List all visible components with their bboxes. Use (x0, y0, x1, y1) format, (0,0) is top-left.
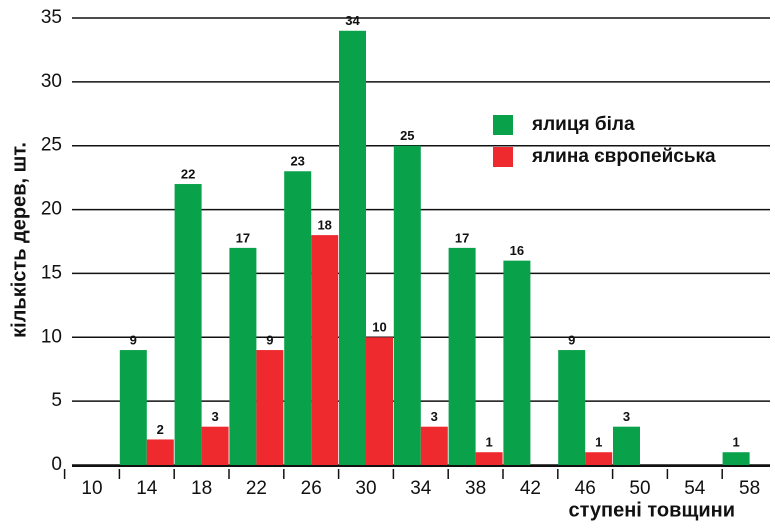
y-axis-label: кількість дерев, шт. (8, 142, 30, 338)
value-label: 1 (485, 435, 492, 450)
y-tick-label: 30 (41, 71, 62, 92)
x-tick-label: 26 (301, 478, 322, 499)
bar (311, 235, 339, 465)
x-tick-label: 42 (520, 478, 541, 499)
x-tick-label: 14 (136, 478, 158, 499)
x-tick-label: 58 (739, 478, 760, 499)
y-tick-label: 15 (41, 262, 62, 283)
x-tick-label: 18 (191, 478, 212, 499)
bar (229, 247, 257, 465)
x-tick-label: 38 (465, 478, 486, 499)
legend-swatch (493, 115, 513, 135)
y-tick-label: 10 (41, 326, 62, 347)
value-label: 22 (181, 166, 195, 181)
bar (420, 426, 448, 465)
y-tick-label: 25 (41, 135, 62, 156)
bar (174, 184, 202, 465)
value-label: 9 (130, 332, 137, 347)
value-label: 1 (595, 435, 602, 450)
x-axis-label: ступені товщини (568, 499, 735, 521)
x-tick-label: 46 (575, 478, 596, 499)
bar (393, 145, 421, 465)
bar (339, 30, 366, 466)
legend-swatch (493, 147, 513, 167)
value-label: 2 (157, 422, 164, 437)
bar (201, 426, 229, 465)
bar (722, 452, 750, 465)
legend-label: ялина європейська (531, 146, 716, 167)
x-tick-label: 22 (246, 478, 267, 499)
y-tick-label: 20 (41, 199, 62, 220)
legend-label: ялиця біла (531, 114, 635, 135)
value-label: 3 (623, 409, 630, 424)
value-label: 18 (317, 218, 331, 233)
x-tick-label: 30 (355, 478, 376, 499)
bar (119, 350, 147, 465)
value-label: 3 (211, 409, 218, 424)
x-tick-label: 34 (410, 478, 432, 499)
value-label: 34 (345, 13, 360, 28)
value-label: 3 (431, 409, 438, 424)
bar (613, 426, 640, 465)
bar (284, 171, 312, 465)
value-label: 17 (236, 230, 250, 245)
x-tick-label: 10 (81, 478, 102, 499)
x-tick-label: 50 (629, 478, 650, 499)
bar (503, 260, 531, 465)
x-tick-label: 54 (684, 478, 706, 499)
bar (366, 337, 393, 465)
y-tick-label: 35 (41, 7, 62, 28)
bar (558, 350, 586, 465)
value-label: 23 (290, 154, 304, 169)
value-label: 10 (372, 320, 386, 335)
bar (146, 439, 174, 465)
value-label: 16 (510, 243, 524, 258)
y-tick-label: 5 (51, 390, 62, 411)
bar (585, 452, 613, 465)
bar (448, 247, 476, 465)
bar (256, 350, 284, 465)
bar (475, 452, 503, 465)
value-label: 9 (266, 332, 273, 347)
value-label: 17 (455, 230, 469, 245)
value-label: 9 (568, 332, 575, 347)
value-label: 25 (400, 128, 414, 143)
y-tick-label: 0 (51, 454, 62, 475)
value-label: 1 (732, 435, 739, 450)
